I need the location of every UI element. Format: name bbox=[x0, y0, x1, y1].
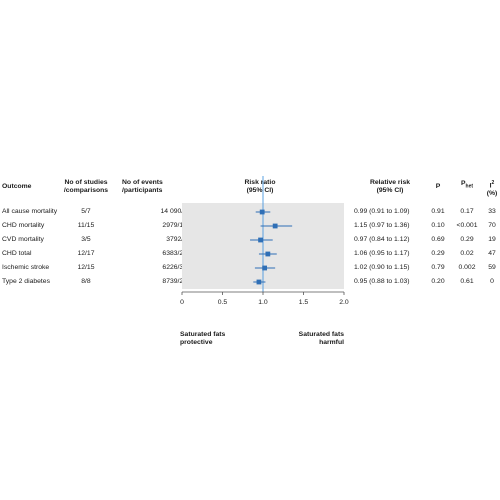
row-ci-text: 0.97 (0.84 to 1.12) bbox=[354, 236, 410, 243]
x-tick-label: 1.0 bbox=[258, 299, 268, 306]
row-outcome: Type 2 diabetes bbox=[2, 278, 50, 285]
header-i2-sup: 2 bbox=[491, 180, 495, 186]
header-p: P bbox=[435, 183, 441, 190]
header-studies-line1: No of studies bbox=[64, 179, 108, 186]
header-events-line1: No of events bbox=[122, 179, 163, 186]
row-p-het: 0.02 bbox=[460, 250, 474, 257]
x-tick-label: 2.0 bbox=[339, 299, 349, 306]
header-p-het-sub: het bbox=[465, 183, 474, 190]
row-p-het: <0.001 bbox=[456, 222, 478, 229]
header-events-line2: /participants bbox=[122, 187, 163, 194]
row-p: 0.79 bbox=[431, 264, 445, 271]
row-studies: 3/5 bbox=[81, 236, 91, 243]
row-outcome: CHD mortality bbox=[2, 222, 45, 229]
label-harmful-line1: Saturated fats bbox=[298, 331, 344, 338]
row-p: 0.69 bbox=[431, 236, 445, 243]
row-studies: 8/8 bbox=[81, 278, 91, 285]
row-ci-text: 0.95 (0.88 to 1.03) bbox=[354, 278, 410, 285]
x-tick-label: 0.5 bbox=[218, 299, 228, 306]
row-i2: 19 bbox=[488, 236, 496, 243]
row-ci-text: 1.06 (0.95 to 1.17) bbox=[354, 250, 410, 257]
header-p-het-base: P bbox=[460, 180, 466, 187]
header-outcome: Outcome bbox=[2, 183, 32, 190]
row-studies: 12/17 bbox=[77, 250, 95, 257]
x-tick-label: 0 bbox=[180, 299, 184, 306]
label-protective-line2: protective bbox=[180, 339, 213, 346]
row-i2: 70 bbox=[488, 222, 496, 229]
label-protective-line1: Saturated fats bbox=[180, 331, 226, 338]
x-tick-label: 1.5 bbox=[299, 299, 309, 306]
row-ci-text: 1.15 (0.97 to 1.36) bbox=[354, 222, 410, 229]
point-estimate bbox=[259, 209, 265, 215]
row-ci-text: 0.99 (0.91 to 1.09) bbox=[354, 208, 410, 215]
row-ci-text: 1.02 (0.90 to 1.15) bbox=[354, 264, 410, 271]
row-p-het: 0.61 bbox=[460, 278, 474, 285]
row-i2: 59 bbox=[488, 264, 496, 271]
header-i2-line2: (%) bbox=[486, 190, 498, 198]
row-p-het: 0.17 bbox=[460, 208, 474, 215]
header-i2-base: I bbox=[489, 182, 492, 190]
point-estimate bbox=[258, 237, 263, 243]
label-harmful-line2: harmful bbox=[319, 339, 344, 346]
row-outcome: Ischemic stroke bbox=[2, 264, 50, 271]
row-p: 0.91 bbox=[431, 208, 445, 215]
header-i2: I2 (%) bbox=[484, 179, 500, 198]
header-events: No of events /participants bbox=[122, 179, 163, 195]
label-protective: Saturated fats protective bbox=[180, 331, 225, 347]
label-harmful: Saturated fats harmful bbox=[278, 331, 344, 347]
row-studies: 5/7 bbox=[81, 208, 91, 215]
point-estimate bbox=[265, 251, 271, 257]
point-estimate bbox=[262, 265, 268, 271]
row-outcome: CVD mortality bbox=[2, 236, 44, 243]
row-i2: 47 bbox=[488, 250, 496, 257]
row-p-het: 0.002 bbox=[458, 264, 476, 271]
row-outcome: All cause mortality bbox=[2, 208, 58, 215]
header-relative-risk-line1: Relative risk bbox=[369, 179, 411, 186]
row-p: 0.29 bbox=[431, 250, 445, 257]
header-risk-ratio-line1: Risk ratio bbox=[244, 179, 276, 186]
row-studies: 11/15 bbox=[77, 222, 95, 229]
point-estimate bbox=[256, 279, 262, 285]
row-outcome: CHD total bbox=[2, 250, 32, 257]
row-p: 0.20 bbox=[431, 278, 445, 285]
header-studies: No of studies /comparisons bbox=[58, 179, 114, 195]
row-i2: 33 bbox=[488, 208, 496, 215]
header-relative-risk: Relative risk (95% CI) bbox=[352, 179, 428, 195]
row-p-het: 0.29 bbox=[460, 236, 474, 243]
row-i2: 0 bbox=[490, 278, 494, 285]
row-p: 0.10 bbox=[431, 222, 445, 229]
header-relative-risk-line2: (95% CI) bbox=[376, 187, 404, 194]
header-studies-line2: /comparisons bbox=[63, 187, 109, 194]
header-p-het: Phet bbox=[452, 180, 482, 190]
row-studies: 12/15 bbox=[77, 264, 95, 271]
header-risk-ratio: Risk ratio (95% CI) bbox=[228, 179, 292, 195]
header-risk-ratio-line2: (95% CI) bbox=[246, 187, 274, 194]
point-estimate bbox=[272, 223, 278, 229]
